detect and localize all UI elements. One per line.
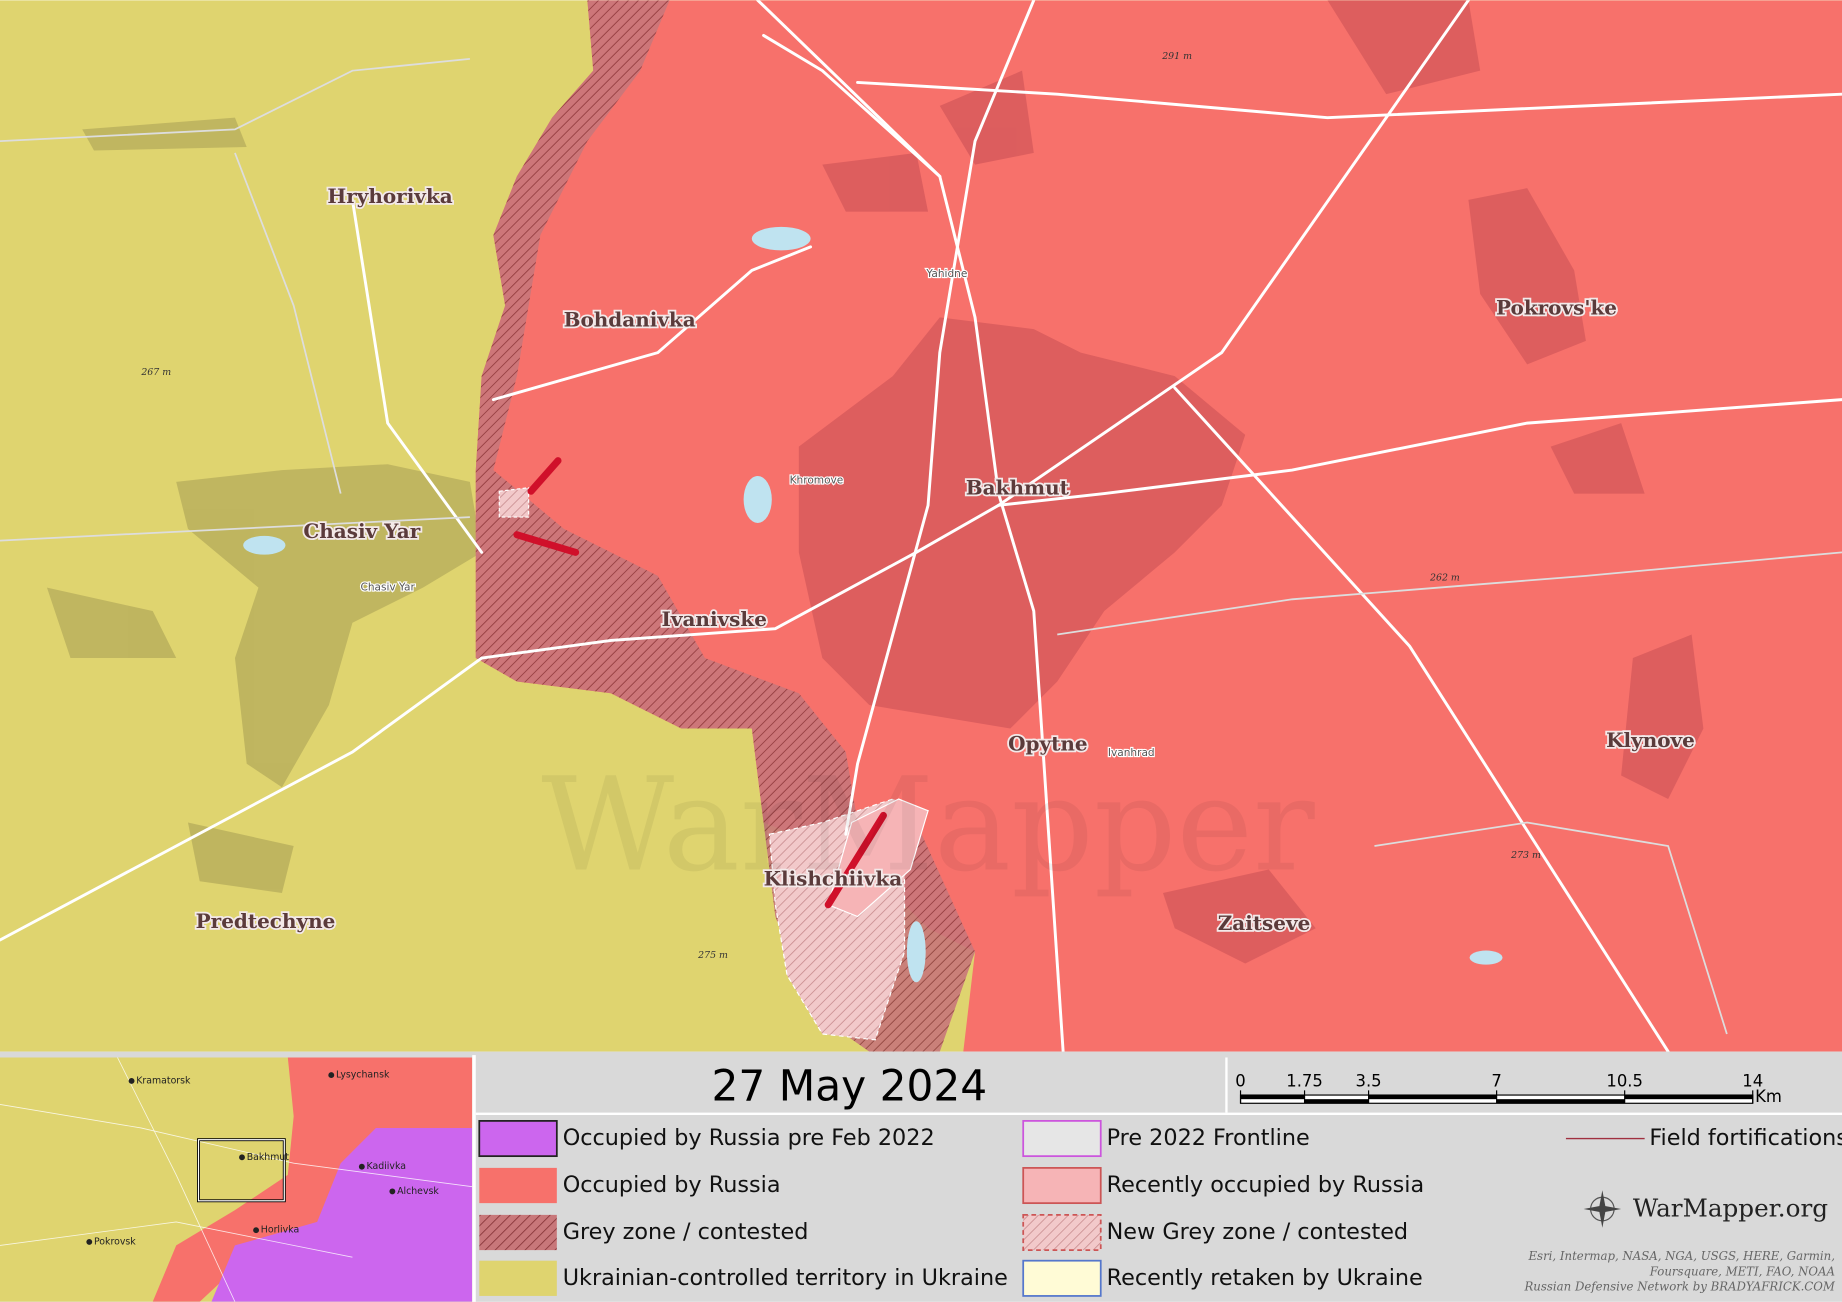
scale-tick-label: 1.75 <box>1286 1072 1323 1091</box>
legend-label: Pre 2022 Frontline <box>1107 1125 1310 1151</box>
elevation-label: 291 m <box>1161 51 1192 62</box>
minor-place-label: Khromove <box>790 475 844 487</box>
legend-label: Field fortifications <box>1649 1125 1842 1151</box>
inset-dot <box>239 1154 245 1161</box>
inset-dot <box>253 1227 260 1234</box>
inset-label: Kadiivka <box>367 1161 406 1172</box>
legend-swatch <box>479 1167 557 1204</box>
water <box>243 226 1503 983</box>
urban-areas-occupied <box>798 0 1704 964</box>
scale-segment <box>1496 1099 1625 1104</box>
legend-swatch <box>479 1260 557 1296</box>
inset-label: Alchevsk <box>397 1186 439 1197</box>
logo-text: WarMapper.org <box>1633 1194 1828 1223</box>
legend-label: Occupied by Russia pre Feb 2022 <box>563 1125 935 1151</box>
place-label: Chasiv Yar <box>303 519 420 543</box>
watermark: WarMapper <box>541 751 1315 901</box>
legend-label: New Grey zone / contested <box>1107 1219 1409 1245</box>
scale-tick-label: 3.5 <box>1355 1072 1381 1091</box>
legend-swatch <box>1022 1259 1102 1297</box>
scale-tick-label: 7 <box>1491 1072 1501 1091</box>
elevation-label: 262 m <box>1429 573 1460 584</box>
legend-swatch <box>1022 1167 1102 1205</box>
place-label: Bohdanivka <box>564 307 696 331</box>
roads <box>0 0 1842 1052</box>
place-label: Predtechyne <box>196 909 336 933</box>
minor-place-label: Ivanhrad <box>1108 747 1155 759</box>
place-label: Ivanivske <box>662 607 767 631</box>
logo: WarMapper.org <box>1583 1190 1828 1228</box>
scale-unit: Km <box>1755 1087 1782 1106</box>
inset-label: Bakhmut <box>247 1152 290 1163</box>
inset-dot <box>328 1072 335 1079</box>
scale-tick-label: 10.5 <box>1606 1072 1643 1091</box>
place-labels: Hryhorivka Bohdanivka Chasiv Yar Ivanivske B… <box>140 51 1696 961</box>
legend-label: Recently retaken by Ukraine <box>1107 1265 1423 1291</box>
inset-dot <box>389 1188 396 1195</box>
inset-dot <box>358 1163 365 1170</box>
place-label: Klishchiivka <box>764 867 903 891</box>
inset-label: Kramatorsk <box>136 1075 191 1086</box>
attribution-line: Russian Defensive Network by BRADYAFRICK… <box>1523 1280 1835 1294</box>
attribution-line: Esri, Intermap, NASA, NGA, USGS, HERE, G… <box>1527 1249 1834 1263</box>
inset-dot <box>128 1078 135 1084</box>
attack-arrows <box>513 457 887 909</box>
legend-label: Grey zone / contested <box>563 1219 809 1245</box>
inset-label: Lysychansk <box>336 1070 390 1081</box>
scale-tick-label: 14 <box>1742 1072 1763 1091</box>
scale-segment <box>1624 1095 1753 1100</box>
legend-label: Occupied by Russia <box>563 1172 781 1198</box>
date: 27 May 2024 <box>711 1062 987 1111</box>
elevation-label: 273 m <box>1510 850 1541 861</box>
legend-swatch <box>1022 1213 1102 1252</box>
attribution-line: Foursquare, METI, FAO, NOAA <box>1649 1264 1835 1278</box>
main-map: WarMapper Hryhorivka Bohdanivka Chasiv Yar… <box>0 0 1842 1052</box>
place-label: Pokrovs'ke <box>1496 296 1617 320</box>
inset-label: Horlivka <box>261 1225 299 1236</box>
inset-label: Pokrovsk <box>94 1236 136 1247</box>
legend-label: Ukrainian-controlled territory in Ukrain… <box>563 1265 1008 1291</box>
place-label: Klynove <box>1606 728 1695 752</box>
inset-map: Lysychansk Kramatorsk Bakhmut Kadiivka Alche… <box>0 1057 473 1302</box>
scale-segment <box>1304 1099 1369 1104</box>
scale-segment <box>1240 1095 1305 1100</box>
place-label: Bakhmut <box>966 475 1070 499</box>
minor-place-label: Chasiv Yar <box>360 582 415 594</box>
scale-tick-label: 0 <box>1235 1072 1245 1091</box>
minor-place-label: Yahidne <box>925 268 967 280</box>
legend-swatch <box>479 1214 557 1251</box>
place-label: Opytne <box>1008 731 1087 755</box>
legend-label: Recently occupied by Russia <box>1107 1172 1425 1198</box>
elevation-label: 275 m <box>697 950 728 961</box>
grey-zone <box>475 0 976 1052</box>
scale-segment <box>1368 1095 1497 1100</box>
place-label: Zaitseve <box>1218 911 1311 935</box>
legend-swatch <box>1022 1120 1102 1158</box>
legend: Occupied by Russia pre Feb 2022 Occupied … <box>478 1120 1842 1297</box>
elevation-label: 267 m <box>140 367 171 378</box>
inset-dot <box>86 1238 93 1245</box>
divider <box>472 1055 476 1302</box>
attribution: Esri, Intermap, NASA, NGA, USGS, HERE, G… <box>1523 1249 1835 1294</box>
new-grey-zone-small <box>498 487 530 518</box>
legend-swatch <box>478 1120 558 1158</box>
place-label: Hryhorivka <box>327 184 452 208</box>
